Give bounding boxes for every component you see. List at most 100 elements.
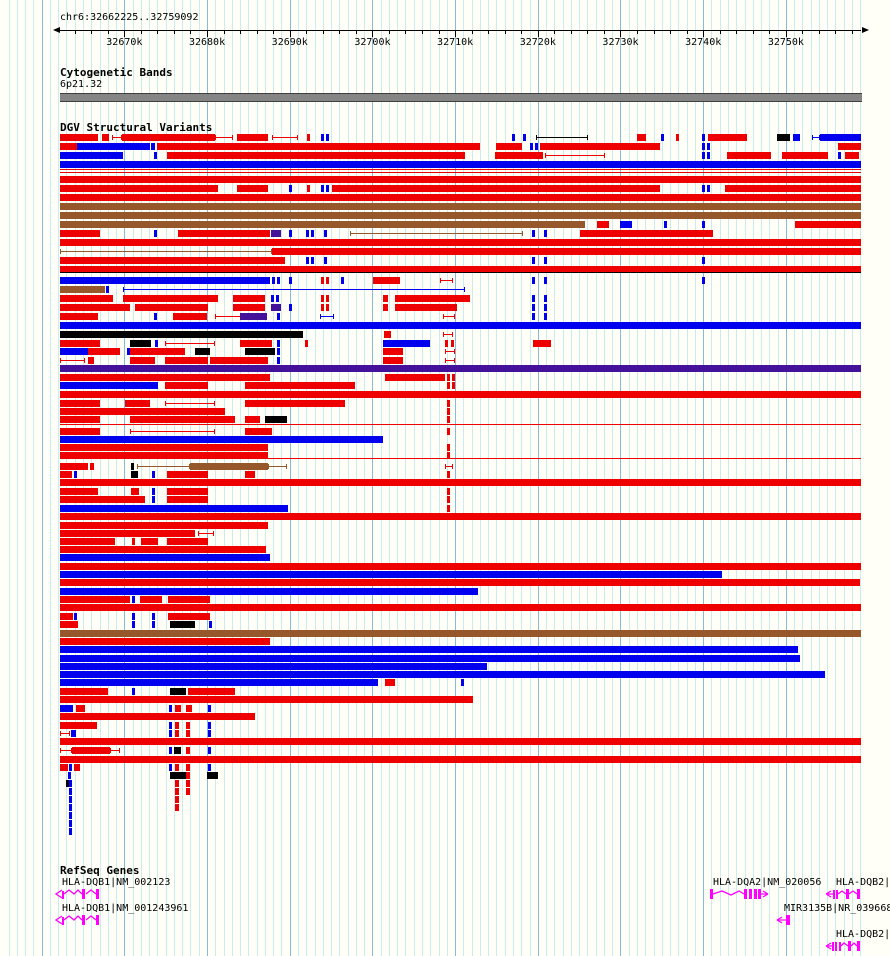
variant-segment[interactable]: [60, 604, 861, 611]
variant-segment[interactable]: [60, 546, 266, 553]
variant-bracket[interactable]: [112, 137, 122, 138]
variant-bracket[interactable]: [350, 233, 523, 234]
variant-tick[interactable]: [707, 143, 710, 150]
variant-segment[interactable]: [637, 134, 646, 141]
variant-tick[interactable]: [532, 277, 535, 284]
variant-tick[interactable]: [175, 764, 179, 771]
variant-segment[interactable]: [60, 505, 288, 512]
variant-segment[interactable]: [188, 688, 235, 695]
variant-tick[interactable]: [272, 277, 275, 284]
gene-glyph[interactable]: [54, 913, 101, 927]
variant-tick[interactable]: [311, 257, 314, 264]
variant-bracket[interactable]: [320, 316, 334, 317]
variant-segment[interactable]: [76, 705, 85, 712]
variant-tick[interactable]: [544, 295, 547, 302]
variant-tick[interactable]: [324, 257, 327, 264]
variant-segment[interactable]: [597, 221, 609, 228]
variant-segment[interactable]: [332, 185, 660, 192]
variant-tick[interactable]: [445, 340, 448, 347]
variant-tick[interactable]: [152, 613, 155, 620]
variant-bracket[interactable]: [60, 733, 70, 734]
variant-segment[interactable]: [130, 416, 235, 423]
variant-segment[interactable]: [207, 772, 218, 779]
variant-bracket[interactable]: [60, 251, 272, 252]
variant-tick[interactable]: [321, 277, 324, 284]
variant-segment[interactable]: [233, 304, 265, 311]
variant-segment[interactable]: [130, 357, 155, 364]
variant-segment[interactable]: [245, 416, 260, 423]
variant-segment[interactable]: [383, 357, 403, 364]
variant-segment[interactable]: [60, 348, 88, 355]
variant-segment[interactable]: [60, 257, 285, 264]
variant-segment[interactable]: [167, 152, 465, 159]
variant-segment[interactable]: [165, 357, 208, 364]
variant-segment[interactable]: [167, 488, 208, 495]
variant-tick[interactable]: [289, 277, 292, 284]
variant-segment[interactable]: [195, 348, 210, 355]
variant-tick[interactable]: [306, 257, 309, 264]
variant-segment[interactable]: [167, 538, 208, 545]
variant-segment[interactable]: [793, 134, 800, 141]
variant-tick[interactable]: [702, 134, 705, 141]
variant-tick[interactable]: [838, 152, 841, 159]
variant-tick[interactable]: [208, 730, 211, 737]
variant-segment[interactable]: [385, 679, 395, 686]
variant-segment[interactable]: [727, 152, 771, 159]
variant-segment[interactable]: [60, 513, 861, 520]
variant-segment[interactable]: [60, 679, 378, 686]
gene-glyph[interactable]: [776, 913, 792, 927]
variant-tick[interactable]: [707, 152, 710, 159]
variant-tick[interactable]: [544, 313, 547, 320]
variant-segment[interactable]: [60, 391, 861, 398]
variant-segment[interactable]: [60, 322, 861, 329]
variant-segment[interactable]: [210, 357, 268, 364]
variant-tick[interactable]: [152, 496, 155, 503]
variant-tick[interactable]: [383, 304, 388, 311]
variant-segment[interactable]: [60, 646, 798, 653]
variant-tick[interactable]: [208, 722, 211, 729]
variant-segment[interactable]: [60, 424, 861, 425]
variant-segment[interactable]: [60, 764, 68, 771]
variant-bracket[interactable]: [272, 137, 298, 138]
variant-tick[interactable]: [277, 277, 280, 284]
variant-tick[interactable]: [544, 277, 547, 284]
variant-bracket[interactable]: [445, 351, 455, 352]
variant-tick[interactable]: [74, 471, 77, 478]
variant-segment[interactable]: [620, 221, 632, 228]
variant-segment[interactable]: [74, 764, 80, 771]
variant-segment[interactable]: [60, 365, 861, 372]
variant-tick[interactable]: [106, 286, 109, 293]
gene-glyph[interactable]: [54, 887, 101, 901]
variant-segment[interactable]: [60, 488, 98, 495]
variant-segment[interactable]: [495, 152, 543, 159]
variant-segment[interactable]: [168, 613, 210, 620]
variant-bracket[interactable]: [215, 137, 233, 138]
variant-segment[interactable]: [170, 621, 195, 628]
variant-tick[interactable]: [664, 221, 667, 228]
variant-tick[interactable]: [306, 230, 309, 237]
variant-segment[interactable]: [237, 134, 268, 141]
variant-segment[interactable]: [60, 143, 77, 150]
variant-tick[interactable]: [321, 295, 324, 302]
variant-segment[interactable]: [271, 304, 281, 311]
variant-tick[interactable]: [447, 471, 450, 478]
variant-segment[interactable]: [272, 248, 861, 255]
variant-segment[interactable]: [60, 152, 123, 159]
variant-tick[interactable]: [461, 679, 464, 686]
variant-tick[interactable]: [321, 304, 324, 311]
variant-tick[interactable]: [271, 295, 274, 302]
variant-segment[interactable]: [60, 221, 585, 228]
variant-segment[interactable]: [383, 340, 430, 347]
variant-segment[interactable]: [60, 172, 861, 173]
variant-tick[interactable]: [152, 488, 155, 495]
variant-segment[interactable]: [725, 185, 861, 192]
variant-tick[interactable]: [447, 488, 450, 495]
variant-segment[interactable]: [60, 530, 195, 537]
variant-tick[interactable]: [186, 730, 190, 737]
variant-tick[interactable]: [321, 185, 324, 192]
variant-segment[interactable]: [245, 400, 345, 407]
variant-tick[interactable]: [307, 134, 310, 141]
variant-tick[interactable]: [277, 340, 280, 347]
variant-segment[interactable]: [60, 458, 861, 459]
variant-segment[interactable]: [845, 152, 859, 159]
